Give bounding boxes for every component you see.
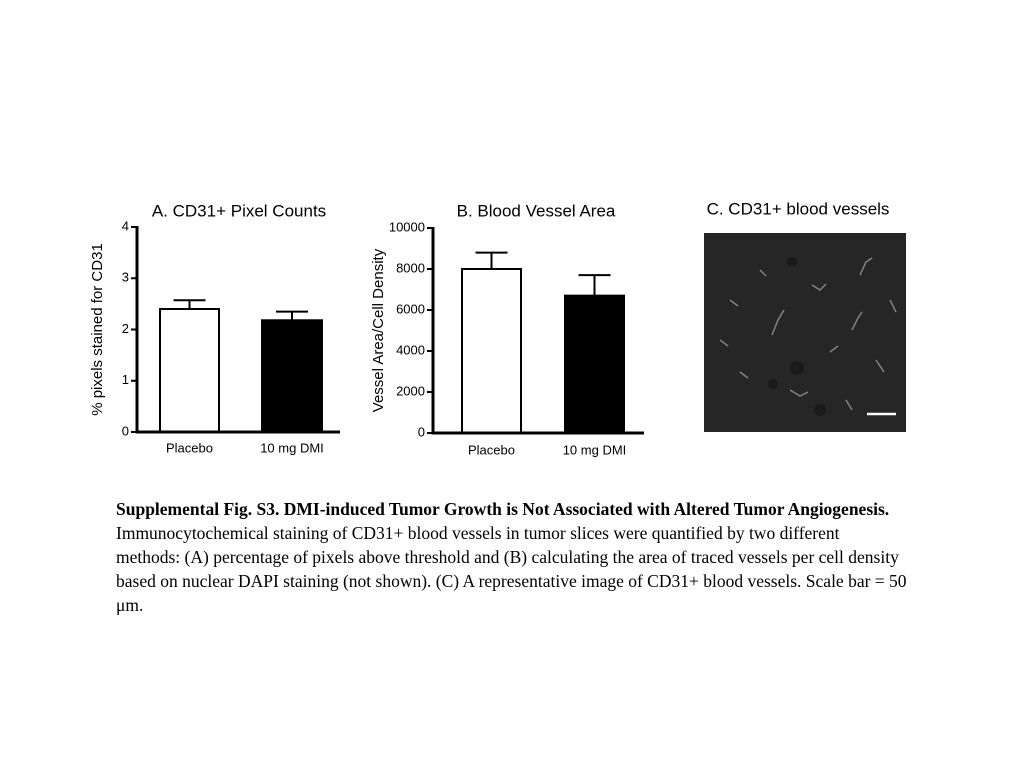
- vessels: [719, 257, 897, 411]
- y-tick-label: 2000: [396, 383, 425, 398]
- image-background: [704, 233, 906, 432]
- micrograph: [704, 233, 906, 432]
- y-tick-label: 8000: [396, 260, 425, 275]
- y-tick-label: 4000: [396, 342, 425, 357]
- x-tick-label: 10 mg DMI: [563, 442, 627, 457]
- panel-title: C. CD31+ blood vessels: [707, 199, 890, 218]
- bar: [261, 319, 323, 433]
- y-axis-label: Vessel Area/Cell Density: [370, 248, 387, 412]
- y-tick-label: 10000: [389, 219, 425, 234]
- caption-title: Supplemental Fig. S3. DMI-induced Tumor …: [116, 499, 890, 519]
- bar: [461, 268, 522, 434]
- caption: Supplemental Fig. S3. DMI-induced Tumor …: [116, 497, 908, 617]
- y-tick-label: 1: [122, 372, 129, 387]
- chart-title: A. CD31+ Pixel Counts: [152, 201, 326, 220]
- y-tick-label: 4: [122, 218, 129, 233]
- x-tick-label: Placebo: [166, 440, 213, 455]
- x-tick-label: Placebo: [468, 442, 515, 457]
- bar: [564, 294, 625, 434]
- y-tick-label: 6000: [396, 301, 425, 316]
- y-tick-label: 3: [122, 270, 129, 285]
- x-tick-label: 10 mg DMI: [260, 440, 324, 455]
- chart-title: B. Blood Vessel Area: [457, 201, 616, 220]
- y-tick-label: 0: [122, 423, 129, 438]
- y-tick-label: 0: [418, 424, 425, 439]
- y-tick-label: 2: [122, 321, 129, 336]
- bar: [159, 308, 220, 433]
- dark-spots: [768, 257, 826, 416]
- caption-text: Immunocytochemical staining of CD31+ blo…: [116, 523, 907, 615]
- y-axis-label: % pixels stained for CD31: [89, 243, 106, 416]
